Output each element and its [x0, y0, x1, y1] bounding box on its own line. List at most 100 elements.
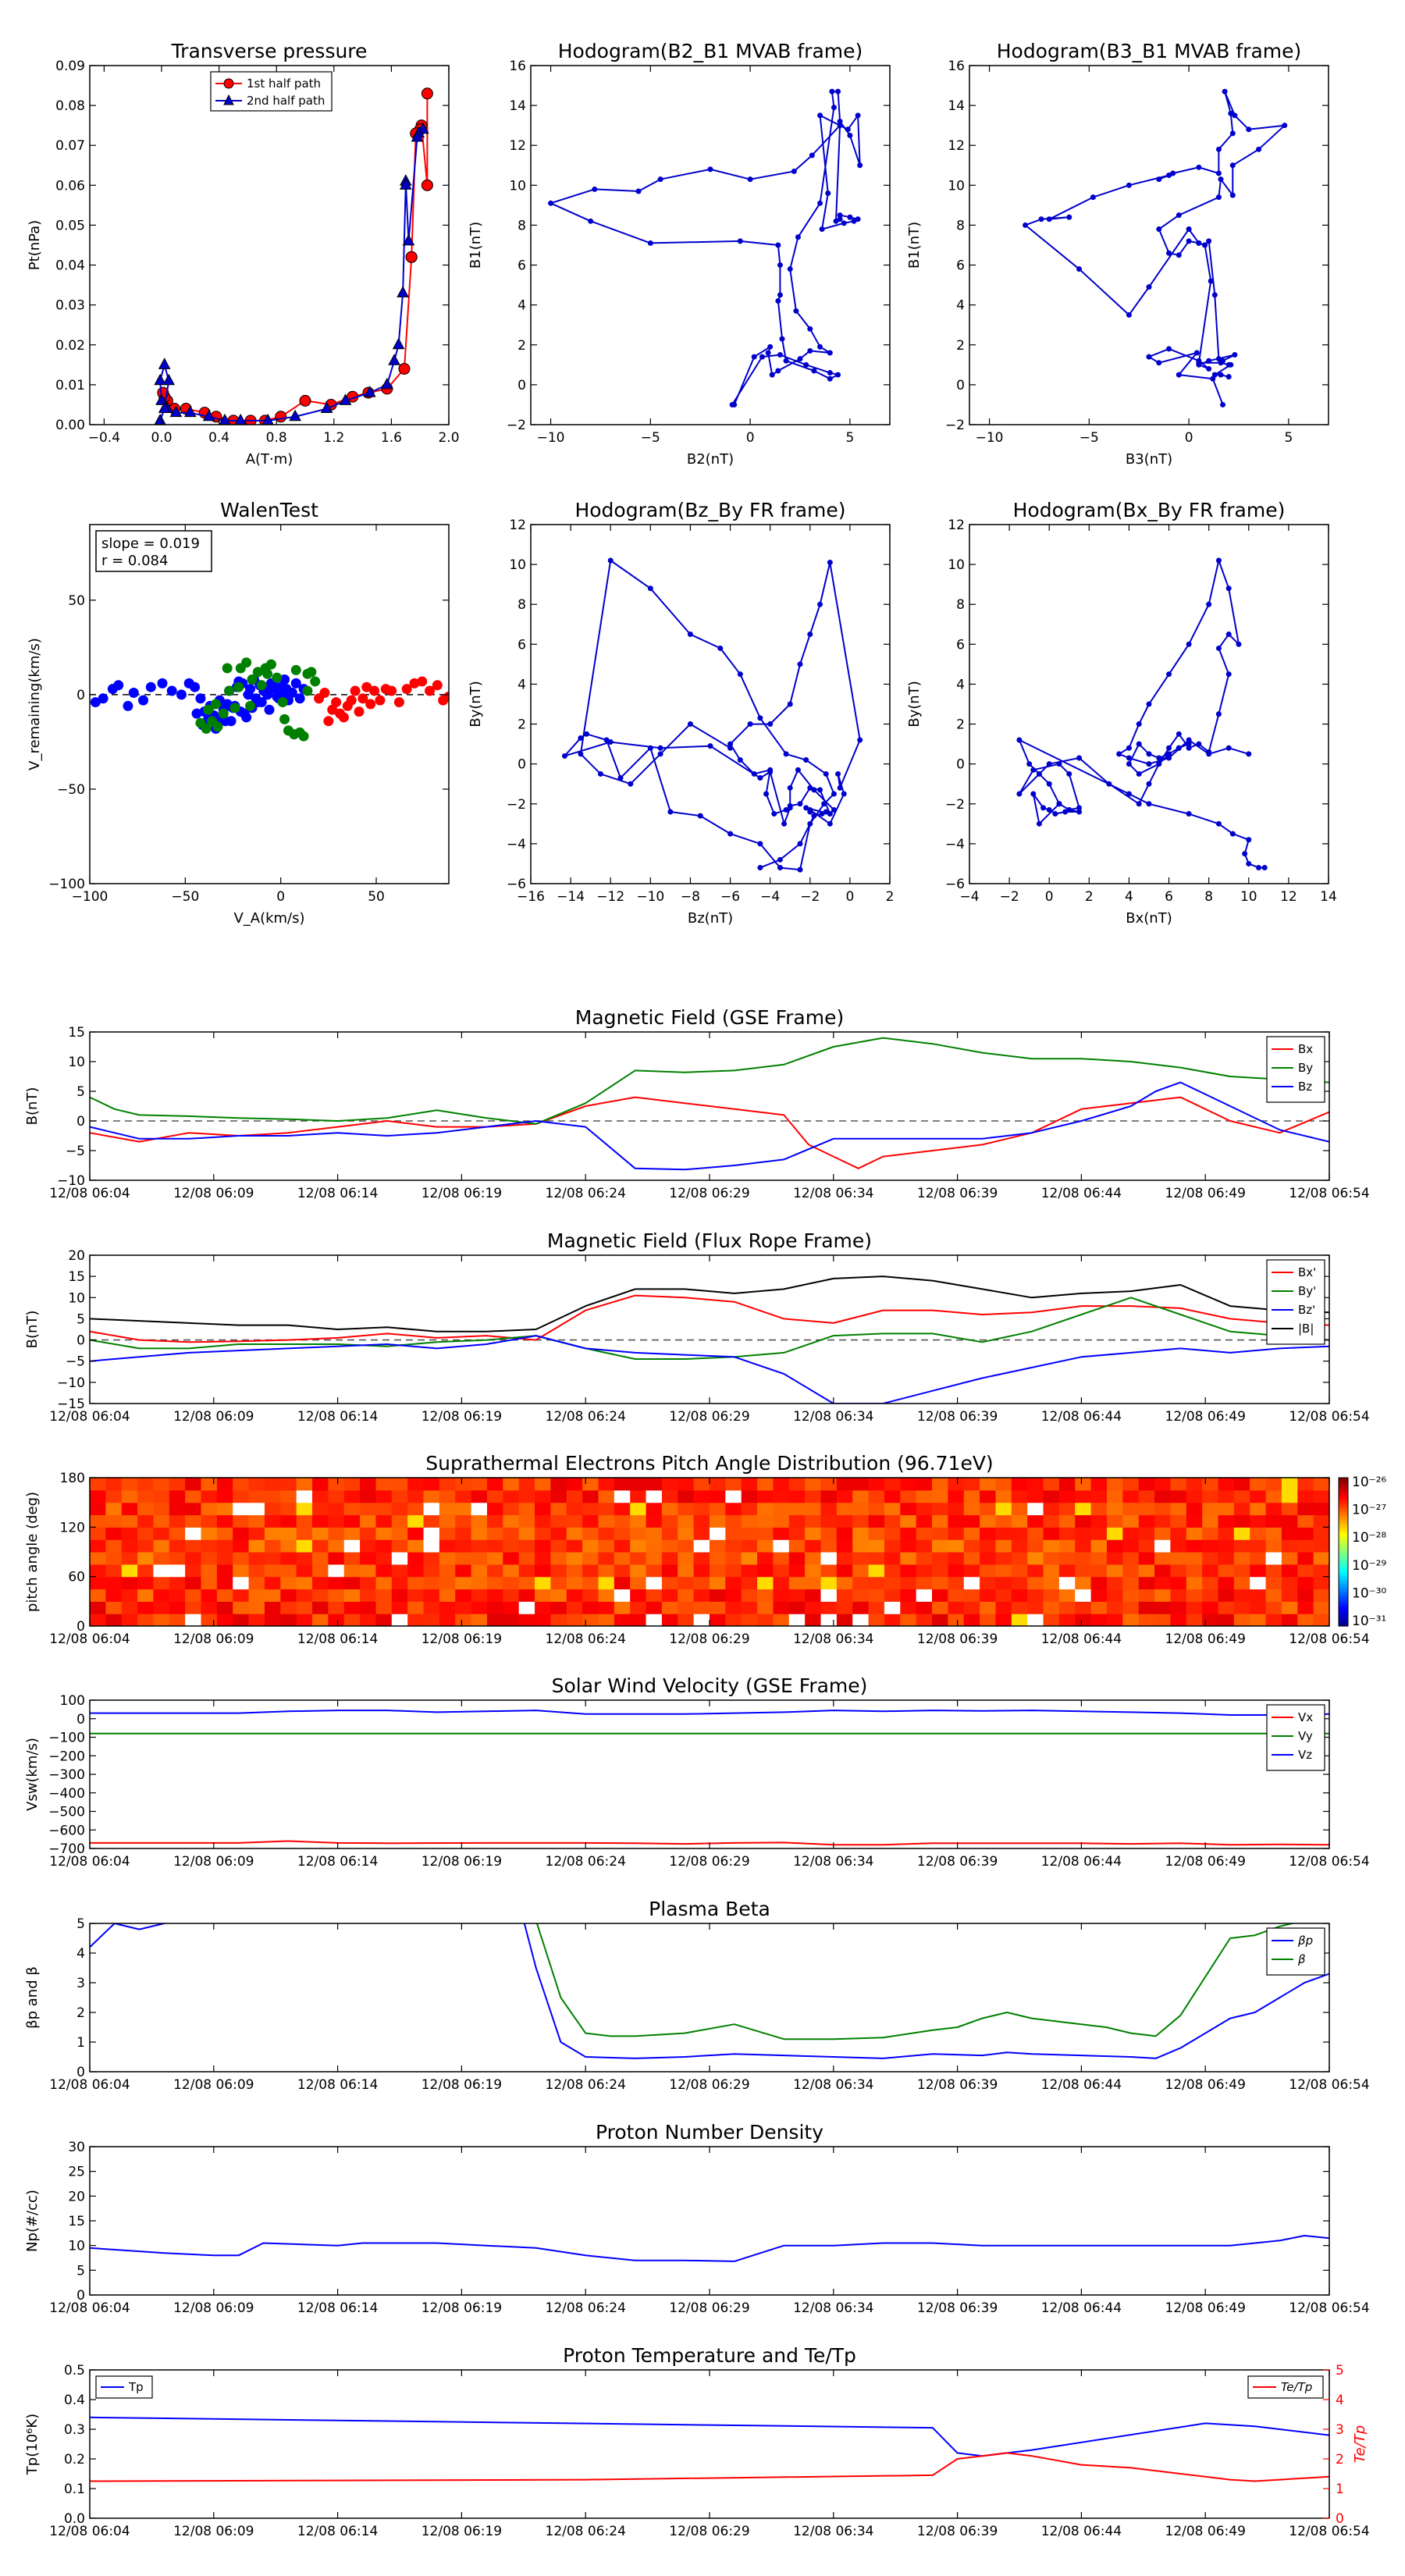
heatmap-cell	[391, 1564, 408, 1578]
heatmap-cell	[233, 1539, 250, 1553]
heatmap-cell	[407, 1552, 425, 1565]
colorbar-step	[1339, 1611, 1348, 1614]
y-tick-label: 0.02	[55, 338, 85, 354]
chart-pad: Suprathermal Electrons Pitch Angle Distr…	[24, 1452, 1386, 1647]
heatmap-cell	[868, 1478, 885, 1491]
data-point	[425, 685, 436, 696]
heatmap-cell	[1233, 1614, 1250, 1626]
data-point	[1246, 751, 1252, 757]
x-tick-label: 12/08 06:34	[793, 1854, 873, 1870]
data-point	[857, 737, 863, 743]
series-s0	[1023, 88, 1288, 407]
legend-label: |B|	[1298, 1322, 1314, 1336]
heatmap-cell	[1106, 1614, 1123, 1626]
heatmap-cell	[312, 1539, 329, 1553]
data-point	[421, 179, 433, 191]
heatmap-cell	[948, 1478, 965, 1491]
heatmap-cell	[1138, 1576, 1155, 1590]
heatmap-cell	[1250, 1489, 1267, 1503]
colorbar-step	[1339, 1497, 1348, 1501]
x-tick-label: 0	[1045, 889, 1054, 905]
heatmap-cell	[216, 1489, 233, 1503]
data-point	[1232, 352, 1238, 358]
heatmap-cell	[201, 1502, 218, 1516]
heatmap-cell	[693, 1614, 710, 1626]
heatmap-cell	[201, 1576, 218, 1590]
heatmap-cell	[216, 1539, 233, 1553]
heatmap-cell	[407, 1576, 425, 1590]
colorbar-step	[1339, 1478, 1348, 1481]
heatmap-cell	[661, 1552, 678, 1565]
heatmap-cell	[1027, 1576, 1044, 1590]
heatmap-cell	[1218, 1576, 1235, 1590]
heatmap-cell	[630, 1478, 647, 1491]
heatmap-cell	[185, 1478, 202, 1491]
heatmap-cell	[503, 1614, 520, 1626]
y-tick-label: −300	[48, 1767, 85, 1783]
heatmap-cell	[852, 1601, 870, 1614]
heatmap-cell	[1170, 1502, 1187, 1516]
data-point	[1229, 831, 1236, 837]
heatmap-cell	[773, 1614, 790, 1626]
series-by	[90, 1037, 1329, 1125]
x-tick-label: 12/08 06:39	[917, 2524, 998, 2539]
y-tick-label: 12	[948, 138, 965, 154]
heatmap-cell	[995, 1527, 1012, 1540]
x-tick-label: 12/08 06:39	[917, 1186, 998, 1201]
heatmap-cell	[1058, 1552, 1076, 1565]
heatmap-cell	[360, 1489, 377, 1503]
y-tick-label: −4	[507, 837, 526, 852]
heatmap-cell	[360, 1589, 377, 1602]
data-point	[388, 354, 400, 365]
heatmap-cell	[1106, 1576, 1123, 1590]
heatmap-cell	[185, 1489, 202, 1503]
x-tick-label: 2	[886, 889, 895, 905]
x-tick-label: 12/08 06:54	[1289, 1631, 1369, 1647]
data-point	[1236, 641, 1242, 647]
heatmap-cell	[661, 1539, 678, 1553]
data-point	[825, 190, 831, 197]
data-point	[277, 697, 288, 708]
data-point	[158, 401, 171, 414]
data-point	[381, 377, 393, 390]
heatmap-cell	[486, 1552, 503, 1565]
heatmap-cell	[963, 1564, 980, 1578]
data-point	[628, 781, 634, 787]
y-tick-label: 8	[956, 218, 965, 233]
data-point	[1046, 806, 1052, 813]
x-axis-label: V_A(km/s)	[233, 910, 304, 927]
heatmap-cell	[582, 1539, 599, 1553]
heatmap-cell	[201, 1589, 218, 1602]
heatmap-cell	[741, 1576, 758, 1590]
heatmap-cell	[661, 1614, 678, 1626]
heatmap-cell	[948, 1527, 965, 1540]
legend-label: β	[1297, 1952, 1306, 1966]
data-point	[241, 657, 252, 668]
heatmap-cell	[1186, 1539, 1203, 1553]
colorbar-step	[1339, 1608, 1348, 1612]
data-point	[811, 813, 817, 819]
heatmap-cell	[757, 1527, 774, 1540]
heatmap-cell	[216, 1564, 233, 1578]
series-line	[90, 1335, 1329, 1404]
heatmap-cell	[137, 1614, 155, 1626]
data-point	[338, 712, 349, 723]
heatmap-cell	[423, 1527, 440, 1540]
data-point	[807, 632, 813, 638]
data-point	[779, 336, 785, 342]
data-point	[1225, 374, 1232, 380]
data-point	[290, 664, 301, 675]
heatmap-cell	[328, 1478, 345, 1491]
y-tick-label: 0.06	[55, 178, 85, 194]
heatmap-cell	[948, 1539, 965, 1553]
data-point	[1256, 146, 1262, 152]
heatmap-cell	[233, 1502, 250, 1516]
data-point	[1146, 761, 1152, 767]
heatmap-cell	[1297, 1539, 1314, 1553]
data-point	[727, 745, 734, 751]
heatmap-cell	[185, 1502, 202, 1516]
heatmap-cell	[1011, 1478, 1028, 1491]
heatmap-cell	[360, 1502, 377, 1516]
colorbar-step	[1339, 1489, 1348, 1493]
chart-title: Hodogram(Bx_By FR frame)	[1013, 499, 1286, 521]
